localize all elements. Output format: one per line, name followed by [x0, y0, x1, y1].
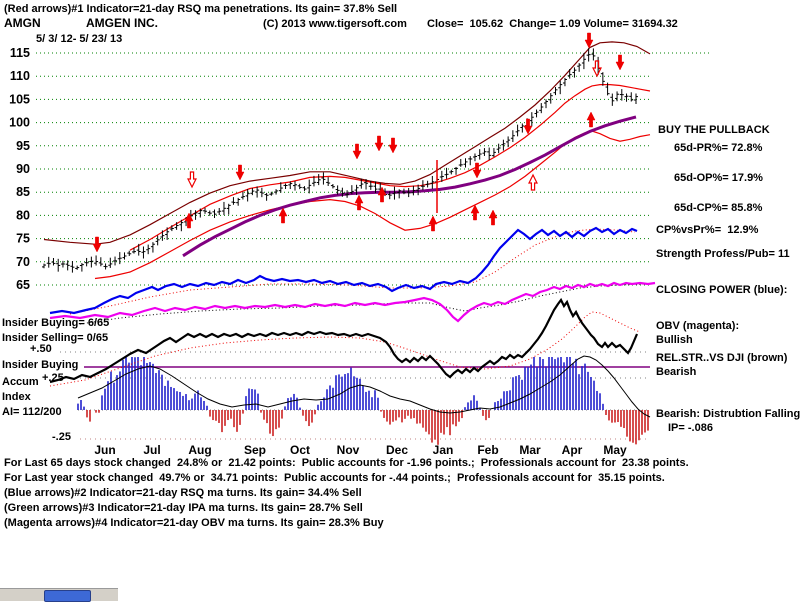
ip-value: IP= -.086	[668, 422, 713, 434]
indicator3-caption: (Green arrows)#3 Indicator=21-day IPA ma…	[4, 502, 363, 514]
accumulation-histogram	[77, 357, 649, 445]
ai-ma-line	[77, 355, 651, 418]
date-range: 5/ 3/ 12- 5/ 23/ 13	[36, 33, 123, 45]
ai-value: AI= 112/200	[2, 406, 62, 418]
buy-arrow-icon	[354, 194, 364, 211]
sell-arrow-icon	[472, 162, 482, 179]
buy-arrow-icon	[377, 186, 387, 203]
distribution-note: Bearish: Distrubtion Falling	[656, 408, 800, 420]
quote-summary: Close= 105.62 Change= 1.09 Volume= 31694…	[427, 18, 678, 30]
sell-arrow-icon	[187, 171, 197, 189]
svg-text:80: 80	[16, 208, 30, 222]
plus50-level: +.50	[30, 343, 52, 355]
copyright-text: (C) 2013 www.tigersoft.com	[263, 18, 407, 30]
stats-65day: For Last 65 days stock changed 24.8% or …	[4, 457, 689, 469]
buy-arrow-icon	[278, 207, 288, 224]
svg-text:Jan: Jan	[433, 443, 454, 457]
svg-text:95: 95	[16, 139, 30, 153]
svg-text:Nov: Nov	[337, 443, 360, 457]
cp-vs-pr: CP%vsPr%= 12.9%	[656, 224, 759, 236]
cp-line	[49, 226, 638, 315]
indicator2-caption: (Blue arrows)#2 Indicator=21-day RSQ ma …	[4, 487, 362, 499]
month-axis-labels: Jun Jul Aug Sep Oct Nov Dec Jan Feb Mar Apr May	[94, 443, 627, 457]
inner-lower-band-line	[94, 130, 651, 280]
plus25-level: +.25	[42, 372, 64, 384]
svg-text:100: 100	[9, 116, 30, 130]
svg-text:90: 90	[16, 162, 30, 176]
purple-ma-line	[182, 115, 637, 258]
cp-ma-line	[69, 228, 636, 315]
svg-text:110: 110	[10, 69, 30, 83]
svg-text:65: 65	[16, 278, 30, 292]
svg-text:Aug: Aug	[188, 443, 211, 457]
ohlc-bars	[42, 48, 638, 273]
upper-band-line	[43, 41, 651, 245]
inner-upper-band-line	[129, 84, 651, 251]
svg-text:Jul: Jul	[143, 443, 160, 457]
relstr-label: REL.STR..VS DJI (brown)	[656, 352, 788, 364]
minus25-level: -.25	[52, 431, 71, 443]
ticker-symbol: AMGN	[4, 16, 41, 30]
closing-power-label: CLOSING POWER (blue):	[656, 284, 788, 296]
indicator1-caption: (Red arrows)#1 Indicator=21-day RSQ ma p…	[4, 3, 398, 15]
rs-line	[49, 297, 639, 384]
sell-arrow-icon	[92, 236, 102, 253]
sell-arrow-icon	[584, 32, 594, 49]
buy-arrow-icon	[470, 204, 480, 221]
svg-text:Sep: Sep	[244, 443, 266, 457]
stats-year: For Last year stock changed 49.7% or 34.…	[4, 472, 665, 484]
insider-selling-count: Insider Selling= 0/65	[2, 332, 109, 344]
strength-ratio: Strength Profess/Pub= 11	[656, 248, 790, 260]
pr-percent: 65d-PR%= 72.8%	[674, 142, 763, 154]
company-name: AMGEN INC.	[86, 16, 158, 30]
sell-arrow-icon	[523, 118, 533, 135]
svg-text:105: 105	[9, 92, 30, 106]
sell-arrow-icon	[388, 137, 398, 154]
buy-arrow-icon	[586, 111, 596, 128]
svg-text:115: 115	[10, 46, 30, 60]
relstr-state: Bearish	[656, 366, 697, 378]
obv-label: OBV (magenta):	[656, 320, 740, 332]
svg-text:85: 85	[16, 185, 30, 199]
price-axis-labels: 115 110 105 100 95 90 85 80 75 70 65	[9, 46, 30, 292]
indicator4-caption: (Magenta arrows)#4 Indicator=21-day OBV …	[4, 517, 384, 529]
svg-text:70: 70	[16, 255, 30, 269]
svg-text:Apr: Apr	[562, 443, 583, 457]
taskbar-fragment	[0, 588, 118, 602]
sell-arrow-icon	[374, 135, 384, 152]
insider-buying-count: Insider Buying= 6/65	[2, 317, 110, 329]
sell-arrow-icon	[352, 143, 362, 160]
cp-percent: 65d-CP%= 85.8%	[674, 202, 763, 214]
op-percent: 65d-OP%= 17.9%	[674, 172, 763, 184]
obv-line	[49, 281, 656, 323]
rs-ma-line	[49, 311, 641, 387]
buy-pullback-note: BUY THE PULLBACK	[658, 124, 770, 136]
taskbar-button[interactable]	[44, 590, 91, 602]
obv-ma-line	[79, 283, 646, 325]
svg-text:Feb: Feb	[477, 443, 498, 457]
svg-text:May: May	[603, 443, 627, 457]
buy-arrow-icon	[488, 209, 498, 226]
index-label: Index	[2, 391, 31, 403]
svg-text:Dec: Dec	[386, 443, 408, 457]
svg-text:Jun: Jun	[94, 443, 115, 457]
insider-buying-line-label: Insider Buying	[2, 359, 79, 371]
obv-state: Bullish	[656, 334, 693, 346]
svg-text:75: 75	[16, 232, 30, 246]
sell-arrow-icon	[615, 54, 625, 71]
sell-arrow-icon	[592, 60, 602, 78]
svg-text:Mar: Mar	[519, 443, 541, 457]
signal-arrows	[92, 32, 625, 253]
buy-arrow-icon	[528, 173, 538, 191]
buy-arrow-icon	[184, 212, 194, 229]
sell-arrow-icon	[235, 164, 245, 181]
svg-text:Oct: Oct	[290, 443, 310, 457]
buy-arrow-icon	[428, 215, 438, 232]
accum-label: Accum	[2, 376, 39, 388]
